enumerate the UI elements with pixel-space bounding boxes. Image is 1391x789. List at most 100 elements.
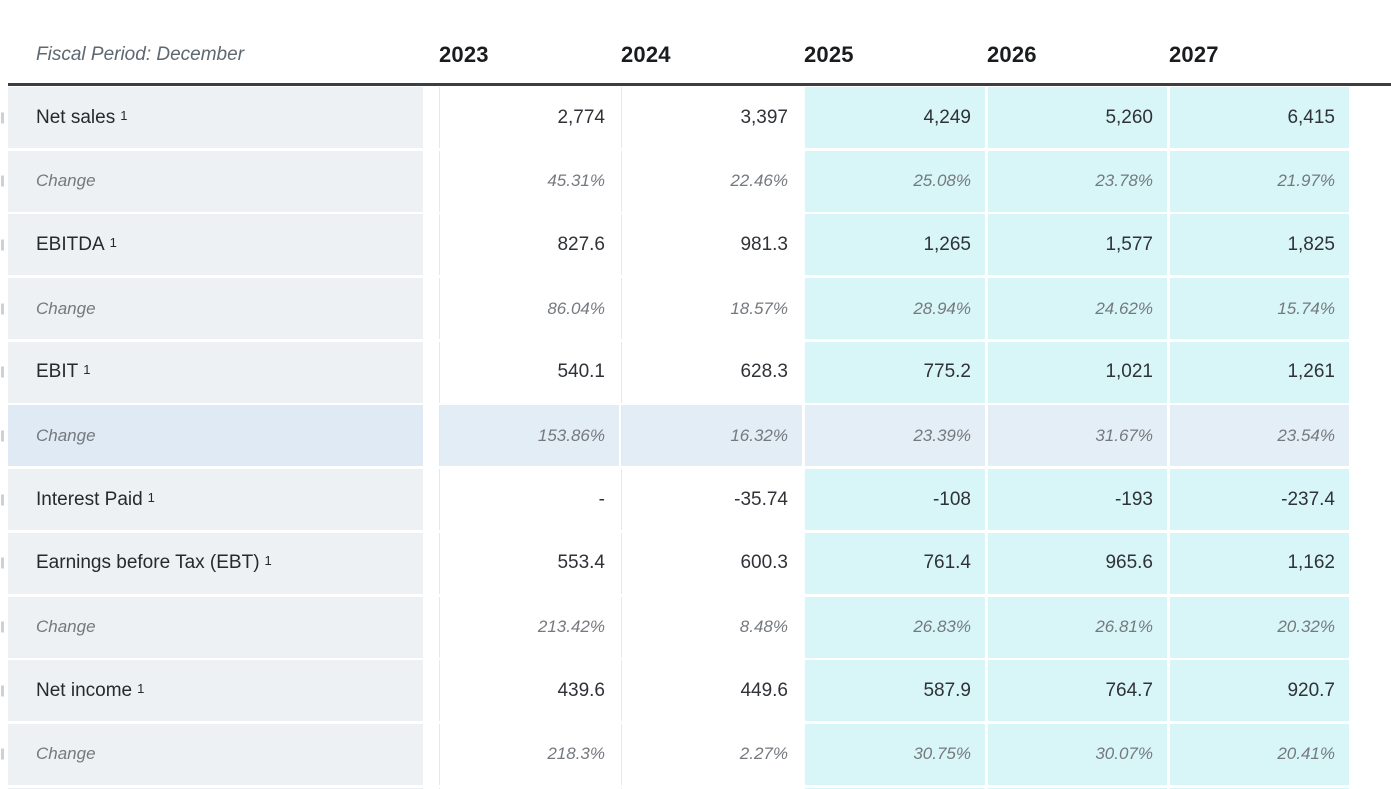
- value-cell-2024: 16.32%: [621, 405, 802, 467]
- change-row[interactable]: Change 45.31% 22.46% 25.08% 23.78% 21.97%: [1, 150, 1391, 212]
- value-cell-2025: 26.83%: [804, 596, 985, 658]
- change-row[interactable]: Change 153.86% 16.32% 23.39% 31.67% 23.54%: [1, 405, 1391, 467]
- clipped-left-edge-artifact: [1, 239, 4, 251]
- value-cell-2024: 8.48%: [621, 596, 802, 658]
- value-cell-2025: 28.94%: [804, 278, 985, 340]
- value-cell-2027: 920.7: [1169, 660, 1349, 722]
- row-label: Change: [8, 278, 437, 340]
- value-cell-2025: 25.08%: [804, 150, 985, 212]
- clipped-left-edge-artifact: [1, 175, 4, 187]
- value-cell-2026: 965.6: [987, 532, 1167, 594]
- value-cell-2023: [439, 787, 619, 789]
- clipped-left-edge-artifact: [1, 621, 4, 633]
- value-cell-2026: 24.62%: [987, 278, 1167, 340]
- value-cell-2026: 30.07%: [987, 723, 1167, 785]
- row-label: EBITDA 1: [8, 214, 437, 276]
- column-header-2026: 2026: [987, 42, 1037, 67]
- table-body: Net sales 1 2,774 3,397 4,249 5,260 6,415 Chang…: [1, 86, 1391, 789]
- metric-row[interactable]: Net income 1 439.6 449.6 587.9 764.7 920.7: [1, 660, 1391, 722]
- column-header-2023: 2023: [439, 42, 489, 67]
- column-header-2027: 2027: [1169, 42, 1219, 67]
- value-cell-2023: 213.42%: [439, 596, 619, 658]
- value-cell-2023: 86.04%: [439, 278, 619, 340]
- row-label: Net income 1: [8, 660, 437, 722]
- table-header-row: Fiscal Period: December 2023 2024 2025 2…: [8, 0, 1391, 86]
- value-cell-2025: 587.9: [804, 660, 985, 722]
- value-cell-2023: 540.1: [439, 341, 619, 403]
- value-cell-2025: 4,249: [804, 87, 985, 148]
- value-cell-2026: 31.67%: [987, 405, 1167, 467]
- value-cell-2023: 439.6: [439, 660, 619, 722]
- column-header-2025: 2025: [804, 42, 854, 67]
- value-cell-2025: [804, 787, 985, 789]
- value-cell-2027: 21.97%: [1169, 150, 1349, 212]
- value-cell-2027: 15.74%: [1169, 278, 1349, 340]
- clipped-left-edge-artifact: [1, 303, 4, 315]
- value-cell-2026: 5,260: [987, 87, 1167, 148]
- value-cell-2027: 1,162: [1169, 532, 1349, 594]
- change-row[interactable]: Change 218.3% 2.27% 30.75% 30.07% 20.41%: [1, 723, 1391, 785]
- value-cell-2025: 761.4: [804, 532, 985, 594]
- clipped-next-row: [8, 787, 1391, 789]
- value-cell-2023: 153.86%: [439, 405, 619, 467]
- value-cell-2027: 1,825: [1169, 214, 1349, 276]
- value-cell-2027: -237.4: [1169, 469, 1349, 531]
- value-cell-2024: 600.3: [621, 532, 802, 594]
- value-cell-2024: 449.6: [621, 660, 802, 722]
- value-cell-2024: -35.74: [621, 469, 802, 531]
- value-cell-2023: 218.3%: [439, 723, 619, 785]
- row-label: Change: [8, 596, 437, 658]
- value-cell-2026: 26.81%: [987, 596, 1167, 658]
- value-cell-2024: 2.27%: [621, 723, 802, 785]
- value-cell-2023: 553.4: [439, 532, 619, 594]
- value-cell-2023: 2,774: [439, 87, 619, 148]
- clipped-left-edge-artifact: [1, 494, 4, 506]
- value-cell-2026: 23.78%: [987, 150, 1167, 212]
- value-cell-2026: 1,021: [987, 341, 1167, 403]
- clipped-left-edge-artifact: [1, 685, 4, 697]
- row-label: [8, 787, 437, 789]
- value-cell-2025: 1,265: [804, 214, 985, 276]
- row-label: Change: [8, 405, 437, 467]
- metric-row[interactable]: Net sales 1 2,774 3,397 4,249 5,260 6,415: [1, 87, 1391, 148]
- value-cell-2024: 628.3: [621, 341, 802, 403]
- value-cell-2023: -: [439, 469, 619, 531]
- value-cell-2024: 18.57%: [621, 278, 802, 340]
- value-cell-2024: [621, 787, 802, 789]
- value-cell-2023: 45.31%: [439, 150, 619, 212]
- metric-row[interactable]: Interest Paid 1- -35.74 -108 -193 -237.4: [1, 469, 1391, 531]
- value-cell-2024: 981.3: [621, 214, 802, 276]
- column-header-2024: 2024: [621, 42, 671, 67]
- value-cell-2026: 1,577: [987, 214, 1167, 276]
- metric-row[interactable]: Earnings before Tax (EBT) 1 553.4 600.3 761.…: [1, 532, 1391, 594]
- value-cell-2025: 23.39%: [804, 405, 985, 467]
- value-cell-2024: 3,397: [621, 87, 802, 148]
- value-cell-2027: 1,261: [1169, 341, 1349, 403]
- value-cell-2025: 30.75%: [804, 723, 985, 785]
- value-cell-2027: 23.54%: [1169, 405, 1349, 467]
- value-cell-2026: 764.7: [987, 660, 1167, 722]
- value-cell-2027: 20.41%: [1169, 723, 1349, 785]
- clipped-left-edge-artifact: [1, 366, 4, 378]
- clipped-left-edge-artifact: [1, 748, 4, 760]
- row-label: Earnings before Tax (EBT) 1: [8, 532, 437, 594]
- row-label: Net sales 1: [8, 87, 437, 148]
- value-cell-2026: [987, 787, 1167, 789]
- row-label: Change: [8, 150, 437, 212]
- value-cell-2027: 20.32%: [1169, 596, 1349, 658]
- row-label: Change: [8, 723, 437, 785]
- row-label: EBIT 1: [8, 341, 437, 403]
- metric-row[interactable]: EBITDA 1 827.6 981.3 1,265 1,577 1,825: [1, 214, 1391, 276]
- clipped-left-edge-artifact: [1, 430, 4, 442]
- change-row[interactable]: Change 213.42% 8.48% 26.83% 26.81% 20.32%: [1, 596, 1391, 658]
- value-cell-2025: 775.2: [804, 341, 985, 403]
- change-row[interactable]: Change 86.04% 18.57% 28.94% 24.62% 15.74%: [1, 278, 1391, 340]
- value-cell-2027: [1169, 787, 1349, 789]
- metric-row[interactable]: EBIT 1 540.1 628.3 775.2 1,021 1,261: [1, 341, 1391, 403]
- value-cell-2027: 6,415: [1169, 87, 1349, 148]
- clipped-left-edge-artifact: [1, 557, 4, 569]
- value-cell-2023: 827.6: [439, 214, 619, 276]
- clipped-left-edge-artifact: [1, 112, 4, 123]
